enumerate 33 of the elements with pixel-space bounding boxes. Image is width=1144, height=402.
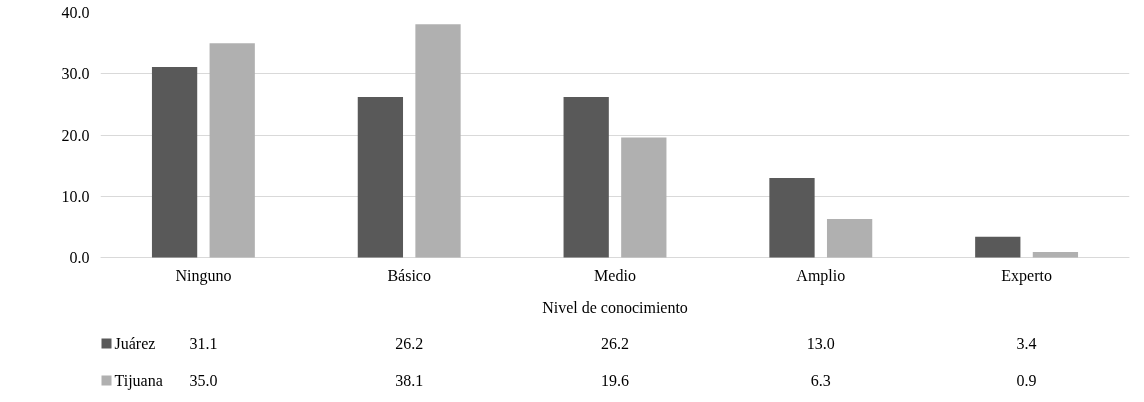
y-tick-label: 10.0: [61, 187, 90, 205]
x-tick-label: Experto: [1001, 267, 1052, 285]
x-axis-title: Nivel de conocimiento: [542, 299, 688, 316]
x-tick-label: Amplio: [796, 267, 846, 285]
bar: [209, 43, 255, 258]
data-label: 0.9: [1016, 372, 1037, 389]
x-tick-label: Básico: [387, 267, 431, 284]
bar: [357, 97, 404, 258]
y-tick-label: 40.0: [61, 4, 90, 21]
data-label: 26.2: [601, 335, 629, 352]
legend-label: Juárez: [114, 335, 156, 352]
y-tick-label: 30.0: [61, 65, 90, 83]
data-label: 6.3: [810, 372, 831, 389]
bar: [621, 137, 667, 258]
data-label: 3.4: [1016, 335, 1037, 352]
x-tick-label: Medio: [594, 267, 636, 284]
data-label: 31.1: [189, 335, 218, 352]
bar: [563, 97, 609, 258]
y-tick-label: 0.0: [69, 249, 90, 266]
data-label: 19.6: [601, 372, 629, 389]
data-label: 38.1: [395, 372, 424, 389]
y-tick-label: 20.0: [61, 126, 90, 144]
bar: [1032, 251, 1079, 258]
bar: [975, 236, 1021, 258]
data-label: 26.2: [395, 335, 424, 352]
bar: [151, 67, 198, 258]
x-tick-label: Ninguno: [175, 267, 232, 285]
legend-label: Tijuana: [114, 372, 163, 390]
data-label: 13.0: [806, 335, 835, 352]
bar: [769, 177, 815, 258]
bar: [826, 218, 873, 258]
data-label: 35.0: [189, 372, 218, 389]
bar: [415, 24, 461, 258]
